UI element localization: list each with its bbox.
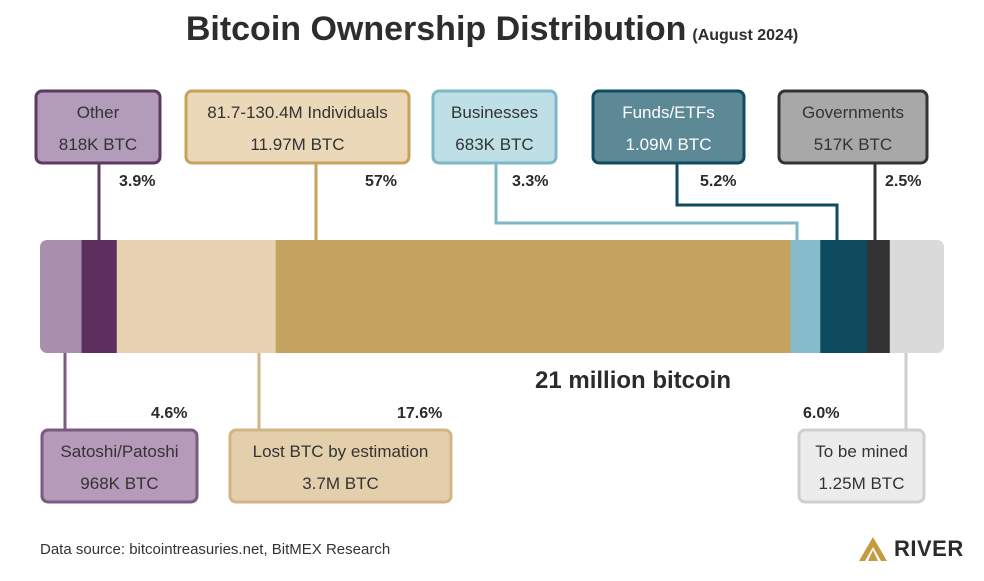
- label-value-businesses: 683K BTC: [455, 135, 533, 154]
- bar-segment-funds: [820, 240, 868, 353]
- label-box-individuals: [184, 89, 411, 165]
- river-logo-icon: [859, 537, 887, 561]
- label-name-lost: Lost BTC by estimation: [253, 442, 429, 461]
- percent-label-satoshi: 4.6%: [151, 405, 187, 422]
- label-name-governments: Governments: [802, 103, 904, 122]
- percent-label-lost: 17.6%: [397, 405, 442, 422]
- percent-label-other: 3.9%: [119, 173, 155, 190]
- label-box-businesses: [431, 89, 558, 165]
- bar-segment-businesses: [790, 240, 821, 353]
- label-value-satoshi: 968K BTC: [80, 474, 158, 493]
- label-value-other: 818K BTC: [59, 135, 137, 154]
- percent-label-individuals: 57%: [365, 173, 397, 190]
- label-name-other: Other: [77, 103, 120, 122]
- label-name-mined: To be mined: [815, 442, 908, 461]
- label-funds: Funds/ETFs 1.09M BTC 5.2%: [591, 89, 839, 240]
- percent-label-businesses: 3.3%: [512, 173, 548, 190]
- label-value-lost: 3.7M BTC: [302, 474, 379, 493]
- chart-title-row: Bitcoin Ownership Distribution (August 20…: [0, 10, 984, 49]
- label-value-mined: 1.25M BTC: [819, 474, 905, 493]
- label-box-lost: [228, 428, 453, 504]
- label-businesses: Businesses 683K BTC 3.3%: [431, 89, 799, 240]
- chart-title: Bitcoin Ownership Distribution: [185, 10, 687, 48]
- chart-subtitle: (August 2024): [692, 27, 799, 44]
- label-box-mined: [797, 428, 926, 504]
- label-box-governments: [777, 89, 929, 165]
- label-name-individuals: 81.7-130.4M Individuals: [207, 103, 388, 122]
- brand-logo: RIVER: [858, 536, 964, 562]
- label-governments: Governments 517K BTC 2.5%: [777, 89, 929, 240]
- label-box-funds: [591, 89, 746, 165]
- stacked-bar: [40, 240, 944, 353]
- bar-segment-lost: [116, 240, 277, 353]
- label-name-funds: Funds/ETFs: [622, 103, 715, 122]
- label-mined: To be mined 1.25M BTC 6.0%: [797, 353, 926, 504]
- label-box-satoshi: [40, 428, 199, 504]
- bar-segment-other: [81, 240, 118, 353]
- connector-line-funds: [675, 163, 839, 240]
- bar-segment-satoshi: [40, 240, 83, 353]
- label-other: Other 818K BTC 3.9%: [34, 89, 162, 240]
- brand-name: RIVER: [894, 536, 964, 561]
- percent-label-governments: 2.5%: [885, 173, 921, 190]
- label-value-individuals: 11.97M BTC: [250, 135, 344, 154]
- total-label: 21 million bitcoin: [535, 367, 731, 394]
- label-satoshi: Satoshi/Patoshi 968K BTC 4.6%: [40, 353, 199, 504]
- connector-line-businesses: [494, 163, 799, 240]
- label-value-funds: 1.09M BTC: [626, 135, 712, 154]
- label-individuals: 81.7-130.4M Individuals 11.97M BTC 57%: [184, 89, 411, 240]
- bar-segment-governments: [867, 240, 891, 353]
- label-value-governments: 517K BTC: [814, 135, 892, 154]
- label-name-businesses: Businesses: [451, 103, 538, 122]
- label-box-other: [34, 89, 162, 165]
- percent-label-mined: 6.0%: [803, 405, 839, 422]
- label-name-satoshi: Satoshi/Patoshi: [60, 442, 178, 461]
- data-source-note: Data source: bitcointreasuries.net, BitM…: [40, 541, 391, 558]
- percent-label-funds: 5.2%: [700, 173, 736, 190]
- label-lost: Lost BTC by estimation 3.7M BTC 17.6%: [228, 353, 453, 504]
- bar-segment-individuals: [275, 240, 792, 353]
- bar-segment-mined: [889, 240, 944, 353]
